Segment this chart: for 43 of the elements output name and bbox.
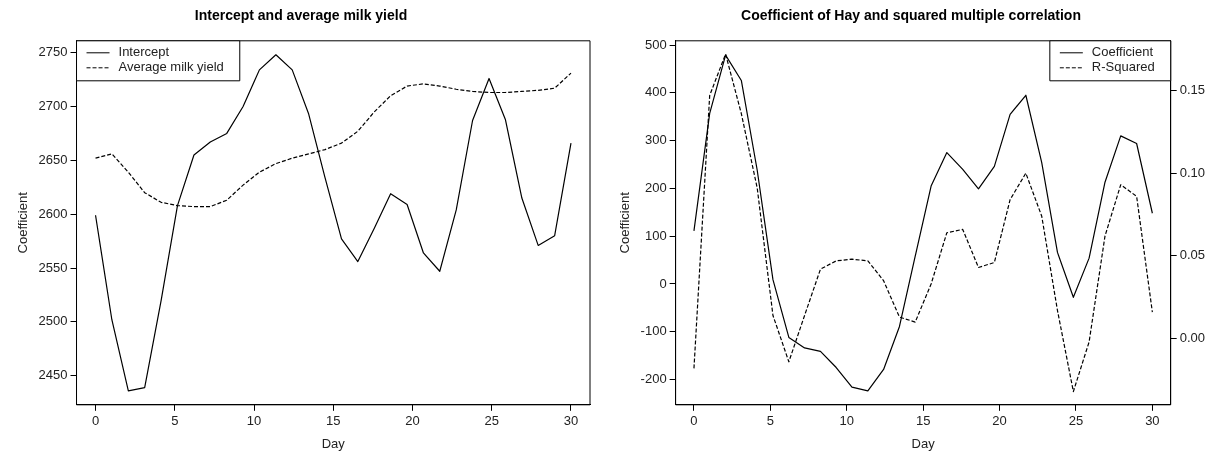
y-axis-title: Coefficient xyxy=(617,191,633,254)
legend-label: Coefficient xyxy=(1091,44,1154,60)
x-axis-title: Day xyxy=(321,435,346,451)
x-tick-label: 15 xyxy=(326,413,341,429)
x-tick-label: 15 xyxy=(915,413,931,429)
y-tick-label: 400 xyxy=(644,84,667,100)
x-tick-label: 30 xyxy=(563,413,579,429)
y-tick-label: 2550 xyxy=(38,259,68,275)
y-tick-label: -100 xyxy=(640,323,667,339)
y-tick-label: 2450 xyxy=(38,367,68,383)
y-tick-label: 2700 xyxy=(38,98,68,114)
legend-label: Average milk yield xyxy=(118,59,224,75)
x-tick-label: 25 xyxy=(484,413,499,429)
y2-tick-label: 0.10 xyxy=(1179,164,1206,180)
x-tick-label: 0 xyxy=(690,413,698,429)
y-axis-title: Coefficient xyxy=(15,191,31,254)
chart-title: Intercept and average milk yield xyxy=(194,7,408,24)
x-tick-label: 5 xyxy=(766,413,774,429)
y-tick-label: 200 xyxy=(644,179,667,195)
chart-title: Coefficient of Hay and squared multiple correlation xyxy=(741,7,1081,24)
x-tick-label: 20 xyxy=(405,413,420,429)
y-tick-label: 2750 xyxy=(38,44,68,60)
x-tick-label: 25 xyxy=(1068,413,1084,429)
x-tick-label: 5 xyxy=(171,413,179,429)
x-tick-label: 30 xyxy=(1145,413,1160,429)
y-tick-label: 100 xyxy=(644,227,667,243)
y2-tick-label: 0.05 xyxy=(1179,247,1206,263)
x-tick-label: 0 xyxy=(91,413,100,429)
y-tick-label: 300 xyxy=(644,132,667,148)
y-tick-label: 0 xyxy=(659,275,667,291)
y-tick-label: 2650 xyxy=(38,151,68,167)
x-tick-label: 20 xyxy=(992,413,1007,429)
y-tick-label: 2600 xyxy=(38,205,68,221)
y2-tick-label: 0.15 xyxy=(1179,82,1206,98)
y-tick-label: -200 xyxy=(640,371,667,387)
legend-label: Intercept xyxy=(118,44,170,60)
y-tick-label: 2500 xyxy=(38,313,68,329)
legend-label: R-Squared xyxy=(1091,59,1155,75)
x-axis-title: Day xyxy=(911,435,936,451)
x-tick-label: 10 xyxy=(839,413,854,429)
y-tick-label: 500 xyxy=(644,36,667,52)
x-tick-label: 10 xyxy=(246,413,262,429)
y2-tick-label: 0.00 xyxy=(1179,330,1206,346)
